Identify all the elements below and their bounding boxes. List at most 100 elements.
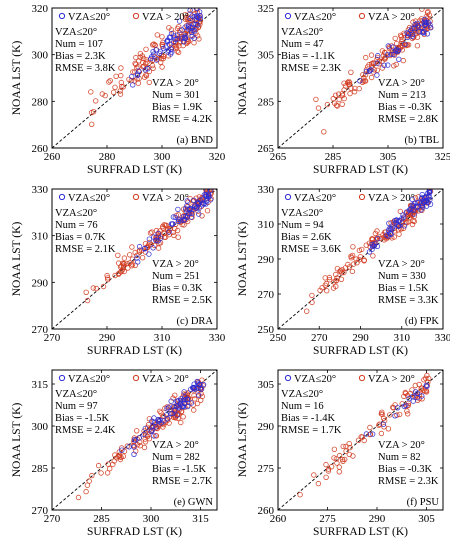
point-vza-low	[381, 62, 387, 68]
point-vza-high	[396, 411, 403, 418]
point-vza-high	[125, 265, 131, 271]
y-tick-label: 260	[32, 143, 49, 155]
plot-frame	[277, 369, 444, 511]
point-vza-low	[419, 29, 426, 36]
x-axis-label: SURFRAD LST (K)	[313, 526, 408, 538]
stats-high-line: VZA > 20°	[152, 440, 199, 451]
x-tick-label: 280	[99, 151, 116, 163]
stats-low-line: RMSE = 1.7K	[281, 425, 342, 436]
y-tick-label: 290	[32, 277, 49, 289]
point-vza-low	[148, 55, 154, 62]
point-vza-high	[162, 405, 168, 411]
point-vza-high	[115, 252, 121, 258]
stats-low-line: Bias = 0.7K	[55, 232, 106, 243]
stats-low-line: VZA≤20°	[281, 27, 323, 38]
point-vza-high	[343, 443, 349, 450]
stats-high-line: Bias = -0.3K	[378, 102, 432, 113]
point-vza-low	[426, 189, 433, 196]
point-vza-high	[397, 208, 403, 215]
legend-label-high: VZA > 20°	[142, 374, 189, 385]
point-vza-low	[399, 216, 405, 222]
point-vza-high	[372, 230, 379, 237]
point-vza-high	[93, 285, 99, 292]
point-vza-high	[400, 57, 406, 64]
point-vza-low	[363, 431, 370, 437]
point-vza-low	[425, 199, 431, 206]
point-vza-low	[187, 386, 194, 392]
point-vza-high	[340, 443, 346, 450]
legend-marker-low	[58, 193, 66, 201]
point-vza-low	[150, 245, 156, 251]
x-tick-label: 305	[380, 151, 397, 163]
point-vza-high	[112, 272, 118, 279]
point-vza-low	[394, 48, 401, 55]
point-vza-high	[160, 55, 167, 62]
point-vza-low	[409, 196, 415, 203]
point-vza-high	[333, 102, 340, 108]
point-vza-high	[90, 108, 97, 115]
point-vza-low	[401, 223, 408, 229]
plot-frame	[51, 188, 218, 330]
point-vza-high	[142, 439, 149, 445]
y-tick-label: 315	[32, 379, 49, 391]
point-vza-high	[339, 269, 345, 276]
point-vza-low	[181, 389, 187, 395]
point-vza-low	[170, 221, 176, 227]
point-vza-high	[139, 59, 146, 66]
point-vza-low	[207, 196, 214, 203]
point-vza-low	[157, 235, 164, 241]
x-tick-label: 290	[352, 332, 369, 344]
plot-frame	[51, 369, 218, 511]
y-axis-label: NOAA LST (K)	[237, 403, 249, 478]
stats-high-line: Num = 301	[152, 90, 200, 101]
point-vza-high	[166, 25, 172, 31]
point-vza-high	[357, 254, 364, 260]
point-vza-low	[419, 202, 426, 209]
point-vza-low	[207, 189, 212, 191]
point-vza-high	[157, 408, 163, 414]
point-vza-high	[339, 92, 346, 99]
point-vza-high	[117, 91, 124, 97]
point-vza-high	[368, 74, 375, 81]
point-vza-low	[401, 403, 407, 410]
x-tick-label: 260	[270, 513, 287, 525]
point-vza-low	[375, 236, 381, 242]
stats-high-line: Bias = 1.9K	[152, 102, 203, 113]
point-vza-low	[184, 396, 191, 402]
stats-low-line: RMSE = 2.1K	[55, 244, 116, 255]
point-vza-high	[400, 225, 407, 232]
point-vza-low	[404, 30, 410, 36]
point-vza-low	[175, 206, 181, 213]
x-axis-label: SURFRAD LST (K)	[87, 526, 182, 538]
point-vza-high	[346, 78, 352, 85]
point-vza-low	[153, 424, 159, 430]
stats-high-line: VZA > 20°	[152, 259, 199, 270]
point-vza-low	[366, 249, 373, 255]
point-vza-high	[348, 69, 354, 76]
y-tick-label: 300	[32, 50, 49, 62]
point-vza-high	[199, 393, 205, 400]
point-vza-high	[100, 283, 107, 290]
point-vza-low	[195, 385, 201, 391]
point-vza-low	[174, 32, 181, 38]
point-vza-high	[393, 61, 399, 68]
point-vza-low	[179, 27, 185, 33]
point-vza-high	[149, 62, 156, 69]
point-vza-low	[179, 35, 186, 41]
legend-marker-low	[284, 12, 292, 20]
point-vza-high	[89, 121, 95, 127]
point-vza-low	[146, 251, 152, 257]
point-vza-low	[419, 200, 425, 207]
point-vza-high	[352, 85, 358, 92]
stats-high-line: VZA > 20°	[378, 259, 425, 270]
point-vza-high	[323, 474, 329, 480]
point-vza-high	[154, 56, 161, 62]
point-vza-high	[398, 44, 404, 50]
stats-low-line: Bias = -1.1K	[281, 51, 335, 62]
point-vza-high	[161, 421, 167, 428]
point-vza-high	[423, 14, 429, 20]
x-tick-label: 285	[93, 513, 110, 525]
stats-high-line: Bias = 1.5K	[378, 283, 429, 294]
point-vza-low	[136, 243, 143, 250]
x-tick-label: 290	[369, 513, 386, 525]
